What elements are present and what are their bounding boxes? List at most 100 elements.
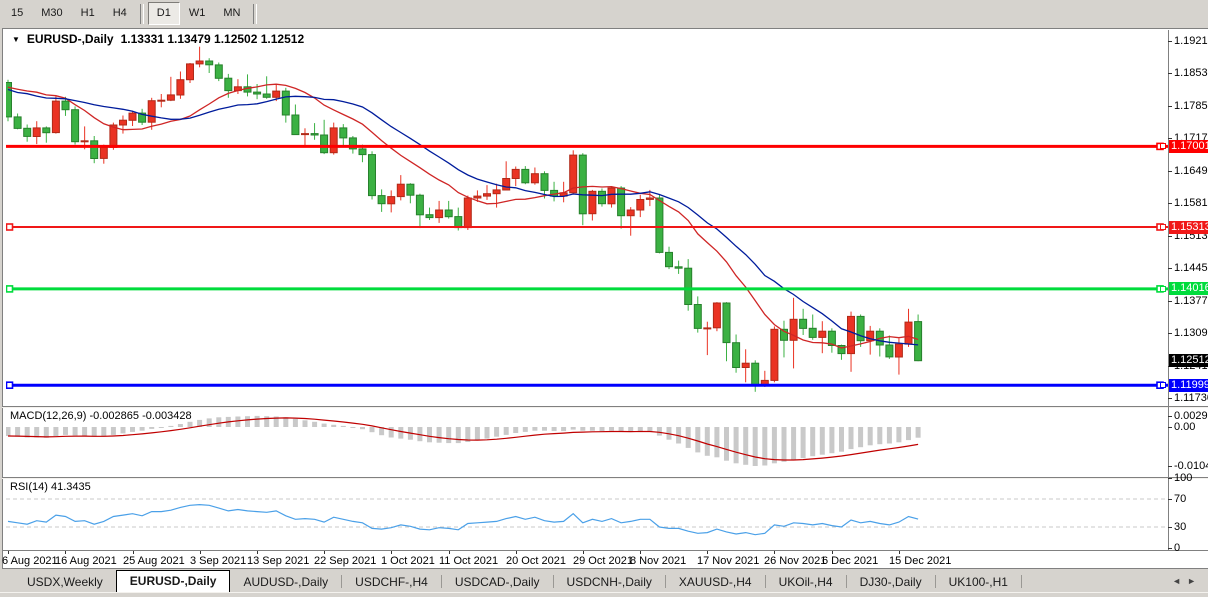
tab-separator	[764, 575, 766, 588]
tab-eurusd-daily[interactable]: EURUSD-,Daily	[115, 570, 231, 592]
price-line-badge: 1.17001	[1169, 140, 1208, 153]
tab-separator	[664, 575, 666, 588]
tab-dj30-daily[interactable]: DJ30-,Daily	[859, 575, 922, 589]
timeframe-button-d1[interactable]: D1	[147, 2, 180, 25]
date-tick-label: 13 Sep 2021	[247, 555, 310, 567]
window-border-top	[2, 28, 1208, 29]
macd-tick-mark	[1168, 427, 1172, 428]
status-strip	[0, 592, 1208, 597]
macd-canvas[interactable]	[6, 408, 1168, 477]
tab-usdcad-daily[interactable]: USDCAD-,Daily	[454, 575, 540, 589]
price-tick-label: 1.15810	[1174, 197, 1208, 209]
date-tick-mark	[65, 551, 66, 554]
tab-scroll-right-icon[interactable]: ►	[1187, 576, 1202, 586]
price-line-badge: 1.14016	[1169, 282, 1208, 295]
date-tick-label: 11 Oct 2021	[439, 555, 499, 567]
date-tick-mark	[707, 551, 708, 554]
tab-separator	[1020, 575, 1022, 588]
price-tick-mark	[1168, 268, 1172, 269]
splitter-macd-rsi[interactable]	[2, 477, 1208, 478]
date-tick-mark	[899, 551, 900, 554]
tab-ukoil-h4[interactable]: UKOil-,H4	[778, 575, 833, 589]
timeframe-button-mn[interactable]: MN	[223, 7, 241, 19]
date-tick-mark	[257, 551, 258, 554]
rsi-canvas[interactable]	[6, 479, 1168, 549]
macd-label: MACD(12,26,9) -0.002865 -0.003428	[10, 410, 192, 422]
time-axis-border	[2, 550, 1208, 551]
tab-scroll-left-icon[interactable]: ◄	[1172, 576, 1188, 586]
price-line-anchor	[1160, 143, 1166, 149]
tab-audusd-daily[interactable]: AUDUSD-,Daily	[243, 575, 329, 589]
current-price-badge: 1.12512	[1169, 354, 1208, 367]
price-chart-canvas[interactable]	[6, 30, 1168, 406]
rsi-tick-mark	[1168, 499, 1172, 500]
price-tick-mark	[1168, 138, 1172, 139]
tab-usdchf-h4[interactable]: USDCHF-,H4	[355, 575, 428, 589]
date-tick-mark	[640, 551, 641, 554]
date-tick-mark	[8, 551, 9, 554]
timeframe-toolbar: 15 M30 H1 H4 D1 W1 MN	[0, 0, 1208, 27]
macd-tick-label: 0.002966	[1174, 410, 1208, 422]
price-line-anchor	[1160, 224, 1166, 230]
date-tick-mark	[516, 551, 517, 554]
rsi-tick-label: 100	[1174, 472, 1193, 484]
tab-uk100-h1[interactable]: UK100-,H1	[948, 575, 1008, 589]
rsi-line	[7, 503, 919, 536]
macd-tick-label: 0.00	[1174, 421, 1196, 433]
price-tick-label: 1.16490	[1174, 165, 1208, 177]
date-tick-mark	[449, 551, 450, 554]
price-tick-mark	[1168, 106, 1172, 107]
ma-fast-line	[7, 83, 919, 349]
price-tick-mark	[1168, 171, 1172, 172]
splitter-highlight-2	[2, 478, 1208, 479]
symbol-tabs: USDX,Weekly EURUSD-,Daily AUDUSD-,Daily USD…	[0, 569, 1208, 592]
rsi-tick-mark	[1168, 527, 1172, 528]
splitter-price-macd[interactable]	[2, 406, 1208, 407]
timeframe-button-h1[interactable]: H1	[80, 7, 95, 19]
tab-usdcnh-daily[interactable]: USDCNH-,Daily	[566, 575, 652, 589]
price-line-anchor	[1160, 286, 1166, 292]
date-tick-label: 20 Oct 2021	[506, 555, 566, 567]
rsi-label: RSI(14) 41.3435	[10, 481, 91, 493]
toolbar-separator	[139, 3, 144, 24]
price-tick-mark	[1168, 301, 1172, 302]
macd-signal-line	[7, 417, 919, 461]
tab-separator	[552, 575, 554, 588]
toolbar-separator	[253, 3, 258, 24]
timeframe-button-15[interactable]: 15	[11, 7, 24, 19]
date-tick-mark	[133, 551, 134, 554]
chart-symbol-label: EURUSD-,Daily	[26, 32, 114, 46]
date-tick-label: 25 Aug 2021	[123, 555, 185, 567]
price-tick-mark	[1168, 333, 1172, 334]
date-tick-label: 1 Oct 2021	[381, 555, 435, 567]
timeframe-button-m30[interactable]: M30	[41, 7, 63, 19]
date-tick-label: 22 Sep 2021	[314, 555, 377, 567]
date-tick-label: 17 Nov 2021	[697, 555, 760, 567]
tab-usdx-weekly[interactable]: USDX,Weekly	[27, 575, 103, 589]
timeframe-button-h4[interactable]: H4	[112, 7, 127, 19]
window-border-left	[2, 28, 3, 568]
timeframe-button-w1[interactable]: W1	[188, 7, 206, 19]
price-tick-label: 1.14450	[1174, 262, 1208, 274]
tab-xauusd-h4[interactable]: XAUUSD-,H4	[678, 575, 752, 589]
ma-slow-line	[7, 88, 919, 346]
date-tick-mark	[200, 551, 201, 554]
symbol-dropdown-icon[interactable]: ▼	[12, 34, 20, 44]
tab-separator	[341, 575, 343, 588]
chart-title: ▼ EURUSD-,Daily 1.13331 1.13479 1.12502 …	[12, 32, 304, 46]
price-tick-mark	[1168, 236, 1172, 237]
rsi-tick-label: 0	[1174, 542, 1181, 554]
date-tick-label: 8 Nov 2021	[630, 555, 687, 567]
price-line-badge: 1.15313	[1169, 221, 1208, 234]
price-tick-label: 1.13770	[1174, 295, 1208, 307]
date-tick-label: 16 Aug 2021	[55, 555, 117, 567]
hlines-layer	[6, 142, 1168, 390]
tab-separator	[440, 575, 442, 588]
date-tick-mark	[391, 551, 392, 554]
chart-ohlc-values: 1.13331 1.13479 1.12502 1.12512	[120, 32, 305, 46]
date-tick-label: 3 Sep 2021	[190, 555, 247, 567]
date-tick-label: 6 Aug 2021	[2, 555, 58, 567]
date-tick-mark	[583, 551, 584, 554]
price-tick-label: 1.11730	[1174, 392, 1208, 404]
